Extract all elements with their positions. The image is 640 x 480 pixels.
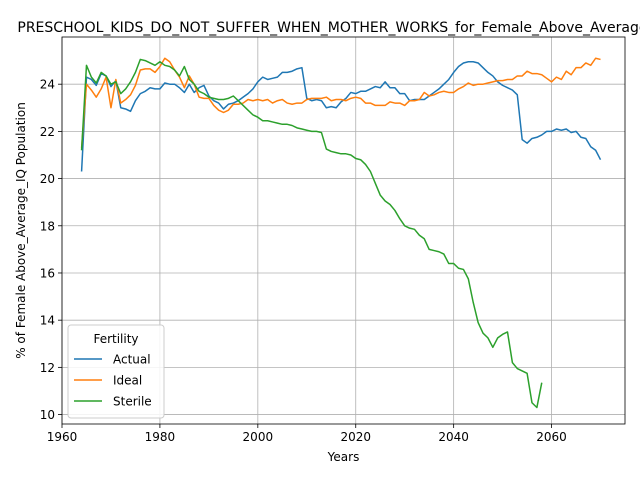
legend-label-sterile: Sterile — [113, 395, 152, 409]
series-lines — [80, 57, 602, 409]
y-tick-label: 14 — [40, 314, 55, 328]
y-tick-label: 20 — [40, 172, 55, 186]
x-axis-ticks: 1960 1980 2000 2020 2040 2060 — [47, 424, 567, 444]
y-axis-label: % of Female Above_Average_IQ Population — [14, 102, 28, 359]
y-tick-label: 24 — [40, 78, 55, 92]
y-tick-label: 18 — [40, 219, 55, 233]
chart-title: PRESCHOOL_KIDS_DO_NOT_SUFFER_WHEN_MOTHER… — [17, 20, 640, 36]
legend-label-actual: Actual — [113, 353, 151, 367]
legend-title: Fertility — [93, 332, 138, 346]
y-axis-ticks: 10 12 14 16 18 20 22 24 — [40, 78, 62, 422]
y-tick-label: 10 — [40, 408, 55, 422]
y-tick-label: 16 — [40, 266, 55, 280]
x-tick-label: 2020 — [340, 430, 371, 444]
x-axis-label: Years — [327, 450, 360, 464]
series-line-sterile — [80, 58, 543, 409]
legend-box — [67, 324, 165, 419]
x-tick-label: 1960 — [47, 430, 78, 444]
plot-frame — [61, 36, 626, 425]
x-tick-label: 2060 — [536, 430, 567, 444]
y-tick-label: 22 — [40, 125, 55, 139]
x-tick-label: 2040 — [438, 430, 469, 444]
series-line-ideal — [80, 57, 601, 148]
y-tick-label: 12 — [40, 361, 55, 375]
series-line-actual — [80, 61, 602, 172]
legend-label-ideal: Ideal — [113, 374, 142, 388]
x-tick-label: 2000 — [243, 430, 274, 444]
legend: Fertility Actual Ideal Sterile — [67, 324, 165, 419]
x-tick-label: 1980 — [145, 430, 176, 444]
